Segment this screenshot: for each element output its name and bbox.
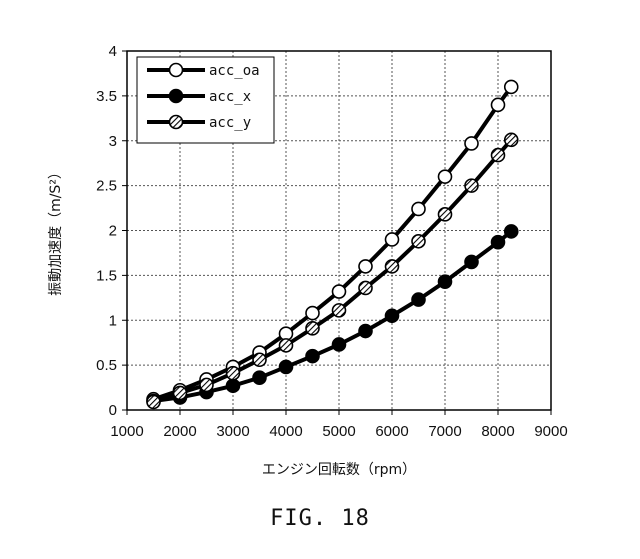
data-point [253,353,266,366]
data-point [505,225,518,238]
data-point [306,350,319,363]
data-point [465,255,478,268]
data-point [492,149,505,162]
data-point [386,309,399,322]
x-tick-label: 3000 [216,423,249,440]
y-tick-label: 2 [109,223,117,240]
y-tick-label: 4 [109,43,117,60]
data-point [386,260,399,273]
x-tick-label: 9000 [534,423,567,440]
data-point [492,98,505,111]
legend: acc_oa acc_x acc_y [137,57,274,143]
x-tick-label: 7000 [428,423,461,440]
y-tick-label: 3.5 [96,88,117,105]
data-point [505,133,518,146]
x-tick-label: 6000 [375,423,408,440]
data-point [465,137,478,150]
x-tick-label: 4000 [269,423,302,440]
data-point [386,233,399,246]
data-point [439,275,452,288]
data-point [359,260,372,273]
axes: 1000 2000 3000 4000 5000 6000 7000 8000 9000 0 0.5… [48,43,568,478]
y-tick-label: 1 [109,312,117,329]
legend-label: acc_oa [209,63,260,79]
y-tick-label: 0 [109,402,117,419]
data-point [412,235,425,248]
data-point [253,371,266,384]
legend-marker [170,116,183,129]
data-point [227,379,240,392]
y-tick-label: 3 [109,133,117,150]
data-point [200,378,213,391]
legend-label: acc_x [209,89,251,105]
data-point [333,304,346,317]
x-tick-label: 2000 [163,423,196,440]
data-point [412,293,425,306]
y-tick-label: 1.5 [96,267,117,284]
data-point [492,236,505,249]
data-point [465,179,478,192]
legend-marker [170,90,183,103]
data-point [333,285,346,298]
data-point [306,322,319,335]
data-point [280,360,293,373]
data-point [359,281,372,294]
data-point [227,367,240,380]
figure-caption: FIG. 18 [0,506,640,531]
data-point [359,325,372,338]
data-point [333,338,346,351]
x-axis-label: エンジン回転数（rpm） [262,462,416,478]
legend-label: acc_y [209,115,251,131]
legend-marker [170,64,183,77]
data-point [412,202,425,215]
x-tick-label: 5000 [322,423,355,440]
y-axis-label: 振動加速度（m/S²） [48,165,64,296]
data-point [280,339,293,352]
y-tick-label: 2.5 [96,178,117,195]
x-tick-label: 1000 [110,423,143,440]
data-point [439,170,452,183]
data-point [174,386,187,399]
data-point [147,395,160,408]
data-point [505,80,518,93]
data-point [306,307,319,320]
line-chart: 1000 2000 3000 4000 5000 6000 7000 8000 9000 0 0.5… [0,0,640,500]
data-point [439,208,452,221]
y-tick-label: 0.5 [96,357,117,374]
x-tick-label: 8000 [481,423,514,440]
